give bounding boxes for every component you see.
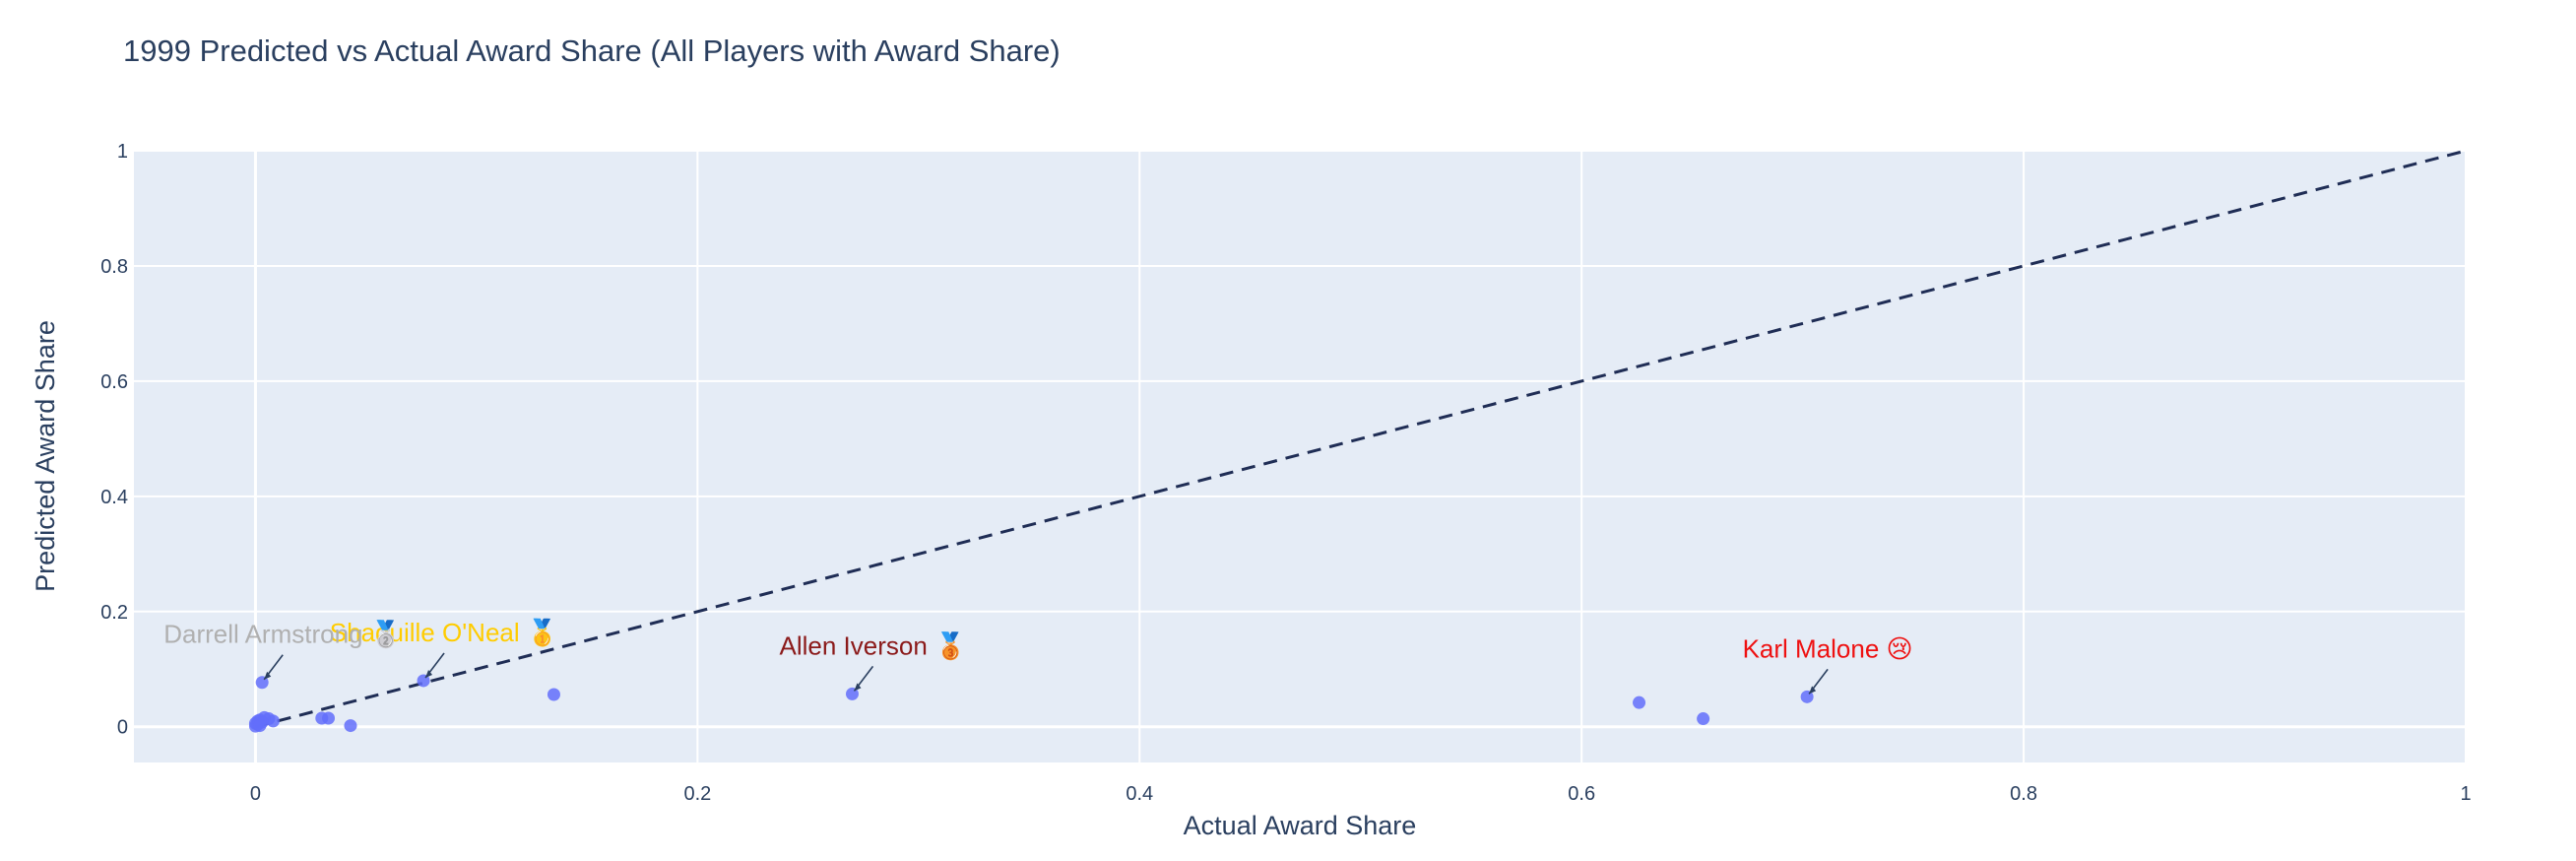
data-point <box>547 688 560 701</box>
annotation-label: Shaquille O'Neal 🥇 <box>330 618 558 648</box>
chart-title: 1999 Predicted vs Actual Award Share (Al… <box>123 33 1061 68</box>
annotation-arrowhead <box>854 683 862 692</box>
annotation-arrowhead <box>264 671 272 680</box>
y-tick-label: 0.6 <box>100 371 128 393</box>
annotations: Karl Malone 😢 Allen Iverson 🥉 Shaquille O'… <box>163 618 1913 695</box>
y-axis-title: Predicted Award Share <box>31 320 60 592</box>
data-point <box>344 719 357 733</box>
y-tick-label: 0.8 <box>100 256 128 278</box>
data-point <box>253 719 267 733</box>
annotation-arrowhead <box>1809 686 1817 695</box>
plot-area <box>134 151 2466 762</box>
data-point <box>255 676 269 690</box>
data-point <box>417 674 430 688</box>
annotation-label: Karl Malone 😢 <box>1743 633 1913 663</box>
identity-line <box>255 149 2467 729</box>
data-points <box>248 674 1814 733</box>
data-point <box>1800 690 1814 703</box>
y-tick-label: 0.4 <box>100 487 128 508</box>
tick-labels: 0 0.2 0.4 0.6 0.8 1 0 0.2 0.4 0.6 0.8 1 <box>100 141 2471 805</box>
y-tick-label: 0.2 <box>100 602 128 624</box>
x-tick-label: 0 <box>250 783 261 805</box>
y-tick-label: 0 <box>117 717 128 739</box>
y-tick-label: 1 <box>117 141 128 163</box>
x-tick-label: 0.2 <box>683 783 711 805</box>
x-tick-label: 0.4 <box>1126 783 1153 805</box>
annotation-arrowhead <box>425 669 433 678</box>
data-point <box>315 711 329 725</box>
x-tick-label: 0.6 <box>1568 783 1595 805</box>
annotation-label: Allen Iverson 🥉 <box>780 630 967 661</box>
x-tick-label: 0.8 <box>2010 783 2037 805</box>
data-point <box>1633 695 1646 709</box>
x-axis-title: Actual Award Share <box>1184 811 1417 840</box>
annotation-label: Darrell Armstrong 🥈 <box>163 620 402 650</box>
data-point <box>1697 712 1710 726</box>
grid-lines <box>134 150 2467 762</box>
data-point <box>845 687 859 700</box>
x-tick-label: 1 <box>2460 783 2471 805</box>
